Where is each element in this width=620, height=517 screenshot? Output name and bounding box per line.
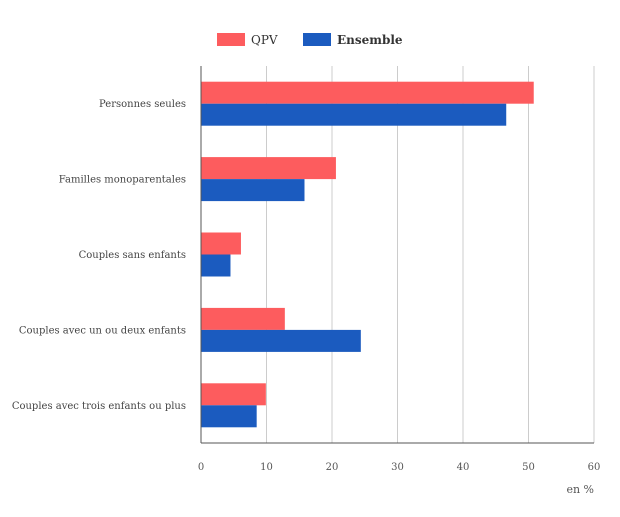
x-tick-label: 20 [326, 462, 339, 473]
legend: QPV Ensemble [217, 33, 403, 47]
x-tick-label: 40 [457, 462, 470, 473]
x-tick-label: 50 [522, 462, 535, 473]
bars [201, 81, 534, 428]
x-tick-label: 10 [260, 462, 273, 473]
gridlines [266, 66, 595, 443]
bar-qpv [201, 157, 336, 180]
bar-qpv [201, 232, 241, 255]
category-label: Familles monoparentales [59, 175, 186, 186]
bar-qpv [201, 383, 266, 406]
bar-ensemble [201, 254, 231, 277]
category-label: Couples avec trois enfants ou plus [12, 401, 186, 412]
category-label: Couples sans enfants [79, 250, 186, 261]
unit-label: en % [566, 483, 594, 496]
x-tick-label: 30 [391, 462, 404, 473]
legend-label-qpv: QPV [251, 33, 278, 47]
legend-swatch-qpv [217, 33, 245, 46]
category-label: Couples avec un ou deux enfants [19, 325, 186, 336]
bar-qpv [201, 81, 534, 104]
bar-ensemble [201, 179, 305, 202]
bar-qpv [201, 307, 285, 330]
bar-ensemble [201, 103, 507, 126]
bar-ensemble [201, 405, 257, 428]
legend-label-ensemble: Ensemble [337, 33, 403, 47]
legend-swatch-ensemble [303, 33, 331, 46]
category-label: Personnes seules [99, 99, 186, 110]
x-tick-labels: 0 10 20 30 40 50 60 [198, 462, 601, 473]
x-tick-label: 0 [198, 462, 204, 473]
x-tick-label: 60 [588, 462, 601, 473]
bar-ensemble [201, 329, 361, 352]
category-labels: Personnes seules Familles monoparentales C… [12, 99, 186, 412]
